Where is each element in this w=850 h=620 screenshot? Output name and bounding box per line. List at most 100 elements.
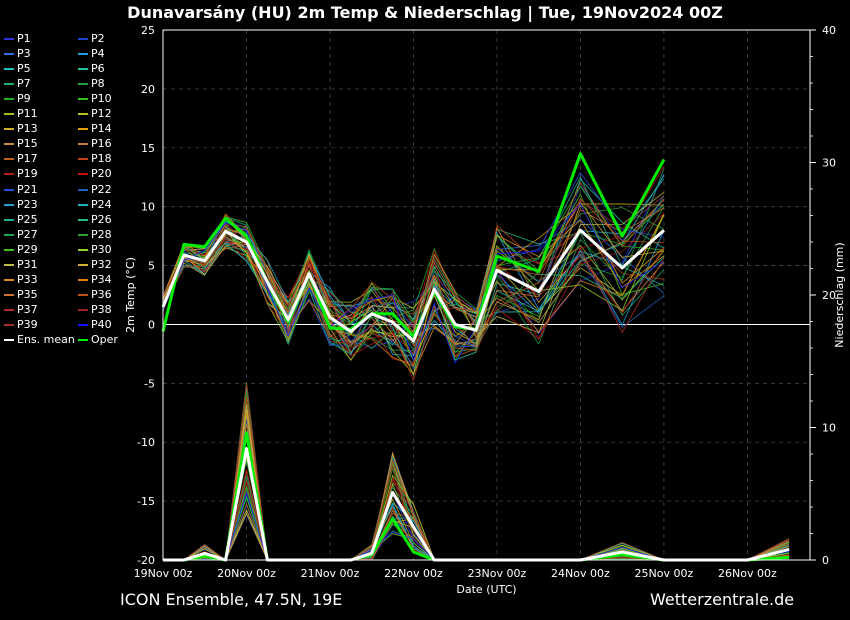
y-tick-label: -20 <box>137 554 155 567</box>
chart-title: Dunavarsány (HU) 2m Temp & Niederschlag … <box>127 3 723 22</box>
legend-swatch <box>78 248 88 251</box>
legend-item-p16: P16 <box>78 138 112 150</box>
legend-label: P6 <box>91 62 105 76</box>
legend-item-ens-mean: Ens. mean <box>4 334 75 346</box>
legend-label: P17 <box>17 152 38 166</box>
legend-label: P37 <box>17 302 38 316</box>
legend-swatch <box>78 113 88 116</box>
legend-label: P1 <box>17 32 31 45</box>
oper-precip-line <box>163 431 790 562</box>
x-tick-label: 24Nov 00z <box>551 567 610 580</box>
legend-swatch <box>78 339 88 341</box>
legend-item-p6: P6 <box>78 63 105 75</box>
y-tick-label: 5 <box>148 260 155 273</box>
legend-item-p21: P21 <box>4 183 38 196</box>
ens-mean-precip-line <box>163 447 790 562</box>
y-tick-label: 20 <box>141 83 155 96</box>
y2-tick-label: 40 <box>822 24 836 37</box>
legend-item-p13: P13 <box>4 123 38 135</box>
legend-item-p36: P36 <box>78 288 112 301</box>
legend-swatch <box>4 308 14 311</box>
legend-label: P24 <box>91 197 112 211</box>
legend-label: P28 <box>91 227 112 241</box>
legend-item-p5: P5 <box>4 63 31 75</box>
legend-swatch <box>4 188 14 191</box>
legend-item-p1: P1 <box>4 33 31 45</box>
legend-item-p7: P7 <box>4 78 31 90</box>
legend-item-p8: P8 <box>78 78 105 90</box>
legend-label: P8 <box>91 77 105 91</box>
legend-swatch <box>78 233 88 236</box>
y-tick-label: 10 <box>141 201 155 214</box>
y-tick-label: 25 <box>141 24 155 37</box>
legend-swatch <box>78 53 88 56</box>
legend-item-p40: P40 <box>78 318 112 331</box>
y2-tick-label: 30 <box>822 157 836 170</box>
legend-item-p34: P34 <box>78 272 112 286</box>
legend-item-p15: P15 <box>4 138 38 150</box>
y-tick-label: 15 <box>141 142 155 155</box>
member-precip-p35 <box>163 502 790 561</box>
legend-label: P25 <box>17 212 38 226</box>
legend-swatch <box>78 173 88 176</box>
legend-item-p9: P9 <box>4 93 31 105</box>
x-tick-label: 21Nov 00z <box>301 567 360 580</box>
member-temp-p27 <box>162 168 665 350</box>
legend-label: P14 <box>91 122 112 136</box>
legend-item-p4: P4 <box>78 48 105 60</box>
legend-swatch <box>4 278 14 281</box>
legend-item-p39: P39 <box>4 318 38 331</box>
legend-swatch <box>78 218 88 221</box>
legend-swatch <box>4 38 14 40</box>
legend-swatch <box>4 98 14 101</box>
legend-label: P12 <box>91 107 112 121</box>
y-tick-label: 0 <box>148 318 155 331</box>
legend-swatch <box>4 143 14 146</box>
legend-swatch <box>4 173 14 176</box>
y2-tick-label: 20 <box>822 289 836 302</box>
legend-label: P20 <box>91 167 112 181</box>
legend-item-p20: P20 <box>78 168 112 180</box>
legend-swatch <box>4 53 14 56</box>
y-tick-label: -5 <box>144 377 155 390</box>
legend-item-p31: P31 <box>4 258 38 271</box>
member-temp-p38 <box>162 213 665 355</box>
legend-label: P34 <box>91 272 112 286</box>
legend-item-p28: P28 <box>78 227 112 241</box>
legend-item-p22: P22 <box>78 182 112 196</box>
axes: 19Nov 00z 20Nov 00z 21Nov 00z 22Nov 00z 23No… <box>124 24 846 596</box>
legend-swatch <box>4 158 14 161</box>
legend-label: P22 <box>91 182 112 196</box>
legend-label: P11 <box>17 107 38 121</box>
legend-swatch <box>4 128 14 131</box>
legend-swatch <box>78 278 88 281</box>
y-tick-label: -10 <box>137 436 155 449</box>
legend-item-p17: P17 <box>4 153 38 165</box>
legend-swatch <box>4 293 14 296</box>
legend-swatch <box>78 83 88 86</box>
member-temp-p30 <box>162 214 665 376</box>
legend-item-p29: P29 <box>4 243 38 256</box>
x-tick-label: 20Nov 00z <box>217 567 276 580</box>
legend-item-p18: P18 <box>78 153 112 165</box>
legend-item-p10: P10 <box>78 93 112 105</box>
legend-label: P23 <box>17 197 38 211</box>
legend-swatch <box>4 83 14 86</box>
legend-swatch <box>4 203 14 206</box>
member-temp-p34 <box>162 213 665 367</box>
legend-swatch <box>4 218 14 221</box>
member-precip-p37 <box>163 470 790 561</box>
legend-label: P38 <box>91 302 112 316</box>
legend-swatch <box>78 188 88 191</box>
legend-label: Ens. mean <box>17 333 75 346</box>
legend-item-p12: P12 <box>78 108 112 120</box>
legend-item-p35: P35 <box>4 288 38 301</box>
legend-label: P5 <box>17 62 31 76</box>
legend-item-p38: P38 <box>78 302 112 316</box>
member-temp-p17 <box>162 181 665 357</box>
legend-label: P18 <box>91 152 112 166</box>
legend-item-p11: P11 <box>4 108 38 120</box>
legend-item-p23: P23 <box>4 197 38 211</box>
legend-label: P16 <box>91 137 112 151</box>
